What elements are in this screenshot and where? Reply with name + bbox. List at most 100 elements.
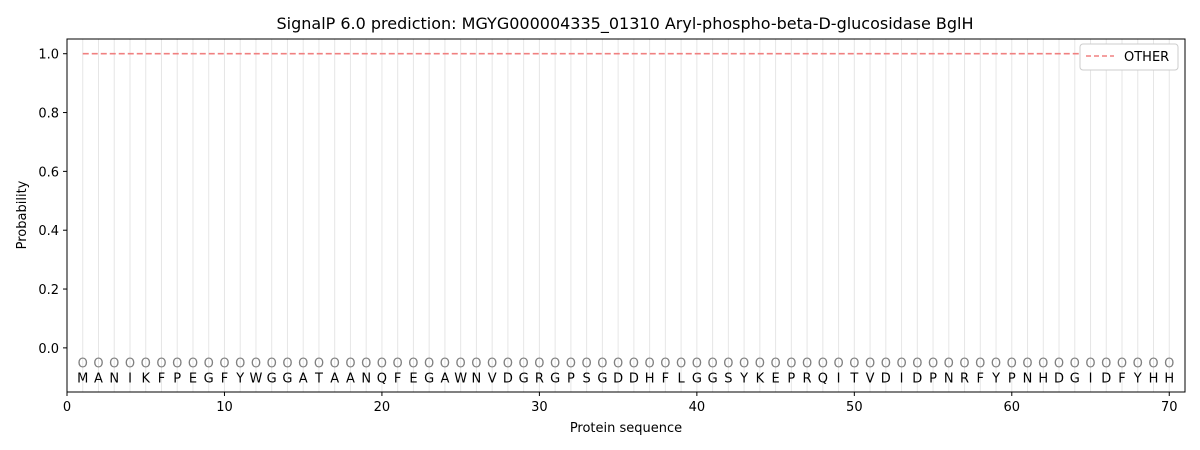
x-tick-label: 70 (1161, 400, 1178, 415)
residue-label: D (613, 371, 623, 386)
y-tick-label: 0.0 (38, 342, 59, 357)
residue-label: A (440, 371, 449, 386)
y-axis-label: Probability (15, 180, 30, 249)
region-label-o: O (959, 357, 969, 372)
region-label-o: O (1070, 357, 1080, 372)
legend-box (1079, 43, 1179, 71)
region-label-o: O (833, 357, 843, 372)
residue-label: G (267, 371, 277, 386)
region-label-o: O (156, 357, 166, 372)
residue-label: G (550, 371, 560, 386)
residue-label: F (1118, 371, 1125, 386)
residue-label: I (1089, 371, 1093, 386)
region-label-o: O (896, 357, 906, 372)
residue-label: F (394, 371, 401, 386)
plot-area-frame (66, 38, 1186, 393)
residue-label: K (141, 371, 150, 386)
y-tick-label: 0.2 (38, 283, 59, 298)
region-label-o: O (330, 357, 340, 372)
residue-label: L (677, 371, 685, 386)
residue-label: N (944, 371, 954, 386)
region-label-o: O (865, 357, 875, 372)
residue-label: R (535, 371, 544, 386)
residue-label: K (756, 371, 765, 386)
residue-label: D (912, 371, 922, 386)
residue-label: N (361, 371, 371, 386)
x-tick-label: 40 (689, 400, 706, 415)
residue-label: N (472, 371, 482, 386)
region-label-o: O (503, 357, 513, 372)
x-tick-label: 0 (63, 400, 71, 415)
residue-label: D (1054, 371, 1064, 386)
residue-label: P (173, 371, 181, 386)
region-label-o: O (440, 357, 450, 372)
region-label-o: O (393, 357, 403, 372)
x-axis-label: Protein sequence (570, 421, 682, 436)
region-label-o: O (660, 357, 670, 372)
region-label-o: O (881, 357, 891, 372)
y-tick-label: 0.4 (38, 224, 59, 239)
residue-label: I (128, 371, 132, 386)
residue-label: H (1164, 371, 1174, 386)
residue-label: G (692, 371, 702, 386)
region-label-o: O (1148, 357, 1158, 372)
region-label-o: O (487, 357, 497, 372)
residue-label: R (960, 371, 969, 386)
region-label-o: O (519, 357, 529, 372)
residue-label: P (787, 371, 795, 386)
residue-label: N (1023, 371, 1033, 386)
region-label-o: O (141, 357, 151, 372)
grid-lines (82, 39, 1170, 392)
residue-label: F (221, 371, 228, 386)
region-label-o: O (550, 357, 560, 372)
region-label-o: O (1054, 357, 1064, 372)
region-label-o: O (802, 357, 812, 372)
region-label-o: O (408, 357, 418, 372)
region-label-o: O (377, 357, 387, 372)
region-label-o: O (298, 357, 308, 372)
x-tick-label: 50 (846, 400, 863, 415)
residue-label: A (330, 371, 339, 386)
residue-label: I (837, 371, 841, 386)
residue-label: A (346, 371, 355, 386)
residue-label: G (708, 371, 718, 386)
residue-label: R (803, 371, 812, 386)
residue-label: M (77, 371, 88, 386)
region-label-o: O (534, 357, 544, 372)
region-label-o: O (235, 357, 245, 372)
region-label-o: O (1007, 357, 1017, 372)
region-label-o: O (125, 357, 135, 372)
region-label-o: O (78, 357, 88, 372)
residue-label: F (662, 371, 669, 386)
residue-label: P (929, 371, 937, 386)
x-axis-ticks: 0 10 20 30 40 50 60 70 (63, 392, 1178, 415)
region-label-o: O (849, 357, 859, 372)
region-label-o: O (361, 357, 371, 372)
x-tick-label: 30 (531, 400, 548, 415)
region-label-o: O (991, 357, 1001, 372)
region-label-o: O (629, 357, 639, 372)
region-label-o: O (755, 357, 765, 372)
region-label-o: O (424, 357, 434, 372)
region-label-o: O (770, 357, 780, 372)
residue-label: E (771, 371, 779, 386)
region-label-o: O (786, 357, 796, 372)
residue-label: G (204, 371, 214, 386)
region-label-o: O (912, 357, 922, 372)
residue-label: E (189, 371, 197, 386)
region-label-o: O (471, 357, 481, 372)
residue-label: V (488, 371, 497, 386)
region-label-o: O (1133, 357, 1143, 372)
y-tick-label: 0.6 (38, 165, 59, 180)
region-label-o: O (707, 357, 717, 372)
region-label-o: O (676, 357, 686, 372)
residue-label: S (583, 371, 591, 386)
residue-label: G (597, 371, 607, 386)
residue-label: F (158, 371, 165, 386)
residue-label: G (424, 371, 434, 386)
region-label-o: O (566, 357, 576, 372)
region-label-o: O (1164, 357, 1174, 372)
region-label-o: O (282, 357, 292, 372)
